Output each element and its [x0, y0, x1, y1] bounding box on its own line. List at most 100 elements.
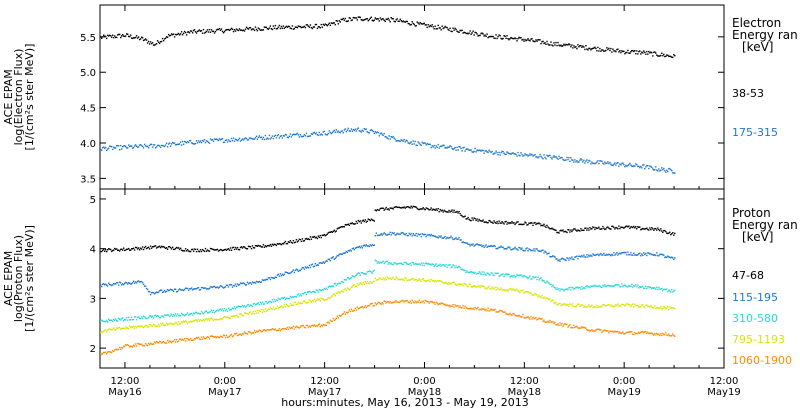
data-point [589, 330, 591, 332]
data-point [161, 322, 164, 324]
data-point [182, 314, 185, 316]
data-point [241, 314, 244, 317]
data-point [518, 36, 520, 39]
data-point [275, 299, 278, 301]
data-point [527, 250, 529, 252]
data-point [267, 277, 270, 279]
data-point [656, 54, 658, 56]
data-point [117, 327, 119, 330]
data-point [389, 277, 391, 279]
data-point [357, 246, 359, 249]
data-point [645, 304, 647, 307]
data-point [544, 156, 546, 159]
data-point [232, 315, 235, 317]
data-point [541, 249, 543, 251]
data-point [217, 310, 220, 312]
data-point [154, 245, 157, 247]
data-point [219, 29, 222, 31]
data-point [552, 321, 554, 323]
data-point [666, 256, 668, 259]
data-point [184, 314, 187, 316]
data-point [469, 245, 471, 247]
data-point [509, 153, 511, 155]
data-point [386, 18, 388, 21]
data-point [215, 318, 218, 321]
data-point [308, 264, 311, 267]
data-point [292, 304, 295, 306]
data-point [350, 128, 352, 130]
data-point [155, 247, 158, 249]
data-point [542, 249, 544, 251]
electron-ytick-label: 3.5 [80, 174, 96, 185]
data-point [407, 279, 409, 281]
data-point [514, 314, 516, 316]
data-point [192, 339, 195, 341]
data-point [573, 45, 575, 47]
data-point [133, 316, 136, 318]
data-point [477, 306, 479, 309]
data-point [281, 27, 284, 29]
data-point [480, 273, 482, 275]
data-point [475, 273, 477, 275]
electron-plot-frame [99, 4, 725, 190]
data-point [543, 154, 545, 156]
data-point [130, 345, 132, 347]
data-point [151, 42, 154, 44]
data-point [101, 37, 103, 39]
data-point [586, 48, 588, 50]
data-point [416, 300, 418, 303]
data-point [273, 243, 276, 245]
data-point [428, 279, 430, 281]
data-point [608, 284, 610, 287]
data-point [121, 248, 123, 250]
data-point [539, 296, 541, 298]
data-point [325, 260, 327, 262]
data-point [188, 250, 191, 253]
data-point [266, 137, 269, 139]
data-point [276, 299, 279, 302]
data-point [185, 321, 188, 323]
data-point [469, 271, 471, 273]
data-point [393, 137, 395, 139]
data-point [341, 226, 343, 228]
data-point [372, 219, 374, 222]
data-point [520, 290, 522, 292]
data-point [471, 151, 473, 153]
data-point [406, 140, 408, 142]
data-point [447, 211, 449, 213]
data-point [165, 342, 168, 344]
data-point [574, 256, 576, 258]
data-point [196, 248, 199, 250]
data-point [503, 35, 505, 37]
data-point [570, 289, 572, 291]
data-point [247, 245, 250, 248]
data-point [224, 336, 227, 339]
data-point [481, 285, 483, 287]
data-point [467, 33, 469, 35]
data-point [496, 248, 498, 250]
data-point [469, 219, 471, 221]
data-point [590, 305, 592, 307]
data-point [657, 333, 659, 336]
data-point [255, 28, 258, 31]
data-point [508, 313, 510, 316]
data-point [405, 20, 407, 23]
data-point [175, 338, 178, 341]
data-point [346, 223, 348, 226]
data-point [612, 164, 614, 167]
data-point [343, 19, 345, 21]
data-point [168, 289, 171, 291]
data-point [359, 16, 361, 19]
data-point [136, 280, 139, 283]
data-point [127, 319, 129, 321]
data-point [458, 210, 460, 213]
data-point [230, 27, 233, 30]
data-point [103, 248, 105, 251]
data-point [600, 50, 602, 52]
data-point [386, 276, 388, 278]
data-point [379, 277, 381, 279]
data-point [388, 135, 390, 137]
data-point [199, 313, 202, 315]
data-point [427, 143, 429, 146]
